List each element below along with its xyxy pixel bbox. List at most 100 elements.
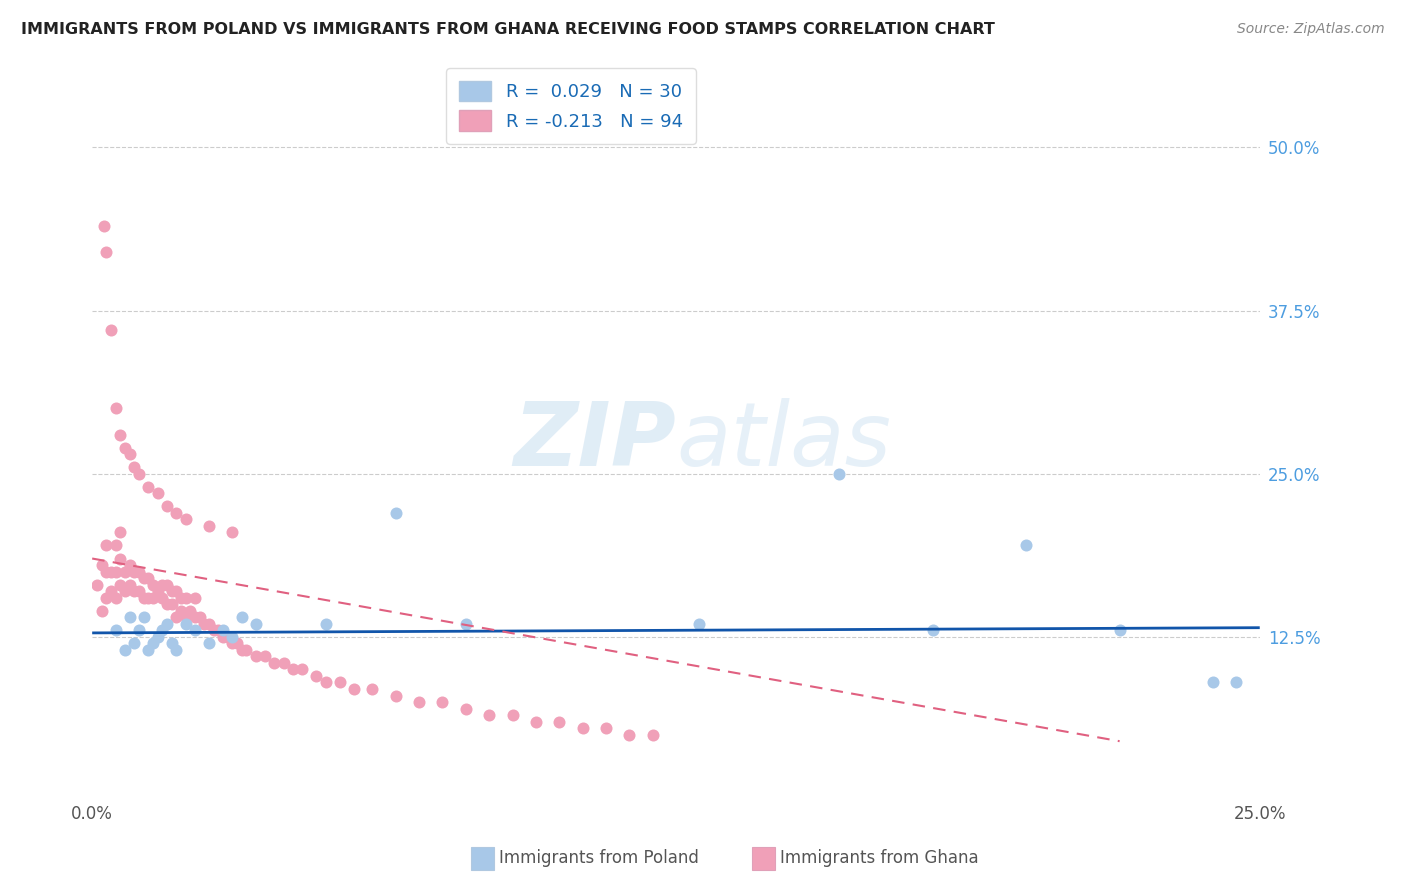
Point — [122, 636, 145, 650]
Point — [132, 610, 155, 624]
Point — [165, 643, 187, 657]
Point — [114, 584, 136, 599]
Point — [595, 721, 617, 735]
Point — [114, 441, 136, 455]
Point — [100, 565, 122, 579]
Point — [281, 662, 304, 676]
Point — [104, 401, 127, 416]
Point — [104, 539, 127, 553]
Point — [86, 577, 108, 591]
Point — [1015, 539, 1038, 553]
Point — [96, 539, 118, 553]
Text: atlas: atlas — [676, 398, 891, 484]
Point — [104, 624, 127, 638]
Text: ZIP: ZIP — [513, 398, 676, 484]
Point — [96, 565, 118, 579]
Point — [174, 610, 197, 624]
Point — [454, 701, 477, 715]
Point — [231, 643, 253, 657]
Point — [343, 681, 366, 696]
Point — [146, 584, 169, 599]
Point — [1202, 675, 1225, 690]
Point — [142, 577, 165, 591]
Point — [156, 577, 179, 591]
Point — [165, 506, 187, 520]
Point — [548, 714, 571, 729]
Point — [221, 525, 243, 540]
Point — [142, 636, 165, 650]
Point — [198, 519, 221, 533]
Text: Immigrants from Poland: Immigrants from Poland — [499, 849, 699, 867]
Point — [253, 649, 276, 664]
Point — [146, 486, 169, 500]
Point — [198, 616, 221, 631]
Point — [184, 610, 207, 624]
Point — [104, 591, 127, 605]
Point — [100, 584, 122, 599]
Point — [221, 636, 243, 650]
Point — [165, 584, 187, 599]
Point — [150, 624, 173, 638]
Point — [828, 467, 851, 481]
Point — [108, 577, 131, 591]
Point — [688, 616, 710, 631]
Point — [478, 708, 501, 723]
Point — [146, 630, 169, 644]
Point — [1108, 624, 1130, 638]
Point — [128, 565, 150, 579]
Point — [170, 591, 193, 605]
Point — [188, 610, 211, 624]
Point — [122, 460, 145, 475]
Point — [502, 708, 524, 723]
Point — [432, 695, 454, 709]
Point — [221, 630, 243, 644]
Point — [118, 577, 141, 591]
Point — [122, 584, 145, 599]
Point — [100, 323, 122, 337]
Point — [329, 675, 352, 690]
Point — [212, 630, 235, 644]
Legend: R =  0.029   N = 30, R = -0.213   N = 94: R = 0.029 N = 30, R = -0.213 N = 94 — [446, 68, 696, 144]
Point — [231, 610, 253, 624]
Point — [291, 662, 314, 676]
Point — [165, 610, 187, 624]
Point — [142, 591, 165, 605]
Point — [245, 616, 267, 631]
Point — [217, 630, 239, 644]
Text: Source: ZipAtlas.com: Source: ZipAtlas.com — [1237, 22, 1385, 37]
Text: IMMIGRANTS FROM POLAND VS IMMIGRANTS FROM GHANA RECEIVING FOOD STAMPS CORRELATIO: IMMIGRANTS FROM POLAND VS IMMIGRANTS FRO… — [21, 22, 995, 37]
Point — [96, 244, 118, 259]
Point — [174, 616, 197, 631]
Point — [104, 565, 127, 579]
Point — [384, 689, 406, 703]
Point — [174, 512, 197, 526]
Point — [150, 577, 173, 591]
Point — [571, 721, 593, 735]
Point — [174, 591, 197, 605]
Point — [122, 565, 145, 579]
Point — [160, 584, 183, 599]
Point — [108, 427, 131, 442]
Point — [305, 669, 328, 683]
Point — [96, 591, 118, 605]
Point — [128, 467, 150, 481]
Point — [118, 558, 141, 572]
Point — [198, 636, 221, 650]
Point — [1225, 675, 1247, 690]
Point — [179, 604, 201, 618]
Point — [226, 636, 249, 650]
Point — [202, 624, 225, 638]
Point — [136, 591, 159, 605]
Point — [128, 584, 150, 599]
Point — [384, 506, 406, 520]
Point — [921, 624, 943, 638]
Point — [114, 565, 136, 579]
Point — [136, 643, 159, 657]
Point — [207, 624, 229, 638]
Point — [641, 728, 664, 742]
Point — [263, 656, 285, 670]
Point — [245, 649, 267, 664]
Point — [136, 480, 159, 494]
Point — [408, 695, 430, 709]
Point — [90, 604, 112, 618]
